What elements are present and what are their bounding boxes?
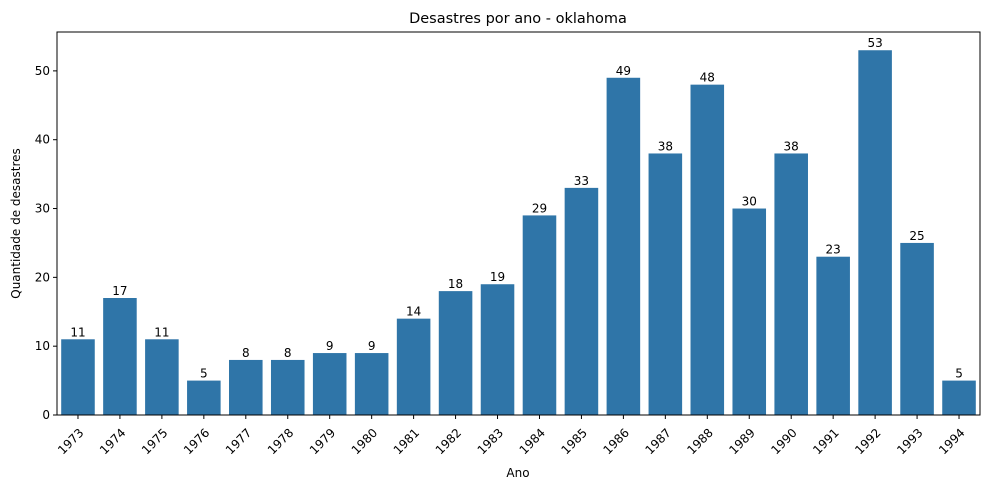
x-tick-label: 1989 [726,426,757,457]
x-tick-label: 1983 [475,426,506,457]
x-tick-label: 1976 [181,426,212,457]
bar-1973 [61,339,95,415]
data-label-1974: 17 [112,284,127,298]
bar-1979 [312,353,347,415]
data-label-1985: 33 [574,174,589,188]
data-label-1994: 5 [955,367,963,381]
x-tick-label: 1993 [894,426,925,457]
data-label-1977: 8 [242,346,250,360]
x-tick-label: 1975 [139,426,170,457]
x-tick-label: 1982 [433,426,464,457]
bar-1992 [858,50,892,416]
x-tick-label: 1990 [768,426,799,457]
bar-1986 [606,77,641,416]
data-label-1984: 29 [532,201,547,215]
bar-1990 [774,153,808,415]
y-tick-label: 20 [35,270,50,284]
bars-layer [61,50,976,416]
data-label-1981: 14 [406,305,421,319]
bar-1981 [396,318,431,415]
bar-1980 [354,353,389,415]
data-labels-layer: 11 17 11 5 8 8 9 9 14 18 19 29 33 49 38 48 30 38 23 53 25 5 [70,36,963,380]
data-label-1993: 25 [909,229,924,243]
chart-title: Desastres por ano - oklahoma [409,11,627,27]
x-tick-label: 1992 [852,426,883,457]
x-tick-label: 1978 [265,426,296,457]
x-tick-label: 1985 [559,426,590,457]
x-axis: 1973 1974 1975 1976 1977 1978 1979 1980 1981 1982… [55,415,968,457]
y-tick-label: 0 [42,408,50,422]
x-axis-title: Ano [506,466,529,480]
bar-1976 [187,380,221,415]
x-tick-label: 1973 [55,426,86,457]
bar-1989 [732,208,767,415]
x-tick-label: 1979 [307,426,338,457]
plot-frame [56,31,981,416]
x-tick-label: 1986 [600,426,631,457]
x-tick-label: 1981 [391,426,422,457]
data-label-1978: 8 [284,346,292,360]
x-tick-label: 1984 [517,426,548,457]
y-tick-label: 50 [35,64,50,78]
y-tick-label: 10 [35,339,50,353]
data-label-1983: 19 [490,270,505,284]
bar-1982 [438,291,473,415]
data-label-1991: 23 [826,243,841,257]
data-label-1989: 30 [742,195,757,209]
data-label-1982: 18 [448,277,463,291]
bar-1977 [229,359,263,415]
bar-1983 [480,284,515,415]
x-tick-label: 1977 [223,426,254,457]
bar-1993 [900,242,934,415]
data-label-1988: 48 [700,71,715,85]
data-label-1973: 11 [70,325,85,339]
x-tick-label: 1974 [97,426,128,457]
x-tick-label: 1988 [684,426,715,457]
y-axis-title: Quantidade de desastres [9,148,23,299]
data-label-1990: 38 [784,139,799,153]
data-label-1979: 9 [326,339,334,353]
data-label-1987: 38 [658,139,673,153]
x-tick-label: 1987 [642,426,673,457]
x-tick-label: 1980 [349,426,380,457]
y-tick-label: 30 [35,202,50,216]
bar-1991 [816,256,850,415]
data-label-1980: 9 [368,339,376,353]
bar-1978 [270,359,305,415]
bar-1987 [648,153,683,415]
bar-1975 [145,339,179,415]
bar-1988 [690,84,725,416]
x-tick-label: 1994 [936,426,967,457]
data-label-1992: 53 [867,36,882,50]
y-axis: 0 10 20 30 40 50 [35,64,57,422]
data-label-1986: 49 [616,64,631,78]
x-tick-label: 1991 [810,426,841,457]
y-tick-label: 40 [35,133,50,147]
bar-1984 [522,215,557,415]
bar-1974 [103,298,137,415]
data-label-1976: 5 [200,367,208,381]
data-label-1975: 11 [154,325,169,339]
bar-1985 [564,187,599,415]
bar-1994 [942,380,976,415]
